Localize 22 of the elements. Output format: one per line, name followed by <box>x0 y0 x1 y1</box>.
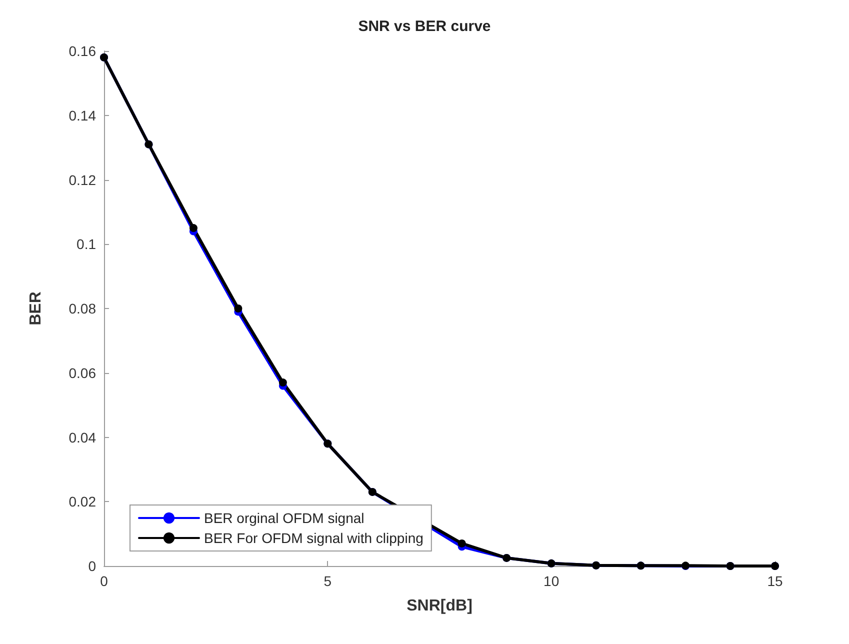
y-tick-label: 0.04 <box>68 429 96 446</box>
point <box>458 539 466 548</box>
y-tick-label: 0.06 <box>68 364 96 381</box>
y-tick-label: 0.12 <box>68 172 96 188</box>
legend-label: BER For OFDM signal with clipping <box>204 530 424 546</box>
y-tick-label: 0 <box>88 558 96 574</box>
x-tick-label: 5 <box>324 573 332 589</box>
y-tick-label: 0.1 <box>76 236 96 252</box>
y-tick-label: 0.16 <box>68 43 96 59</box>
chart-title: SNR vs BER curve <box>358 18 491 35</box>
x-axis-title: SNR[dB] <box>406 598 472 614</box>
point <box>234 304 242 312</box>
y-tick-label: 0.14 <box>68 107 96 124</box>
point <box>278 378 287 387</box>
x-tick-label: 10 <box>544 573 560 589</box>
y-axis-title: BER <box>28 291 44 326</box>
point <box>189 224 198 232</box>
x-tick-label: 15 <box>767 573 783 589</box>
x-tick-label: 0 <box>100 573 108 589</box>
y-tick-label: 0.08 <box>68 300 96 316</box>
y-tick-label: 0.02 <box>68 494 96 510</box>
legend-label: BER orginal OFDM signal <box>204 510 364 526</box>
